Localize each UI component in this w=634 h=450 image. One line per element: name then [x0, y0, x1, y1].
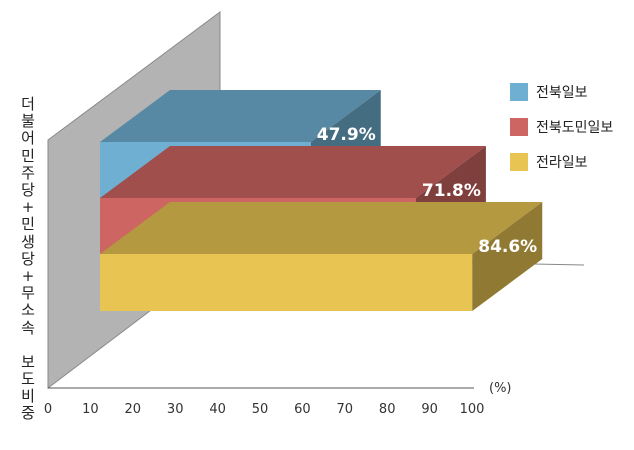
- bar-top-face: [100, 90, 381, 142]
- value-label: 84.6%: [478, 237, 537, 257]
- legend-swatch: [510, 153, 528, 171]
- bars: 47.9% 71.8% 84.6%: [100, 90, 543, 311]
- x-tick-label: 40: [209, 402, 226, 417]
- x-tick-label: 50: [252, 402, 269, 417]
- legend-item: 전라일보: [510, 152, 613, 172]
- value-label: 47.9%: [317, 125, 376, 145]
- x-tick-label: 0: [44, 402, 52, 417]
- x-tick-label: 90: [421, 402, 438, 417]
- legend-swatch: [510, 83, 528, 101]
- x-tick-label: 10: [82, 402, 99, 417]
- legend-label: 전북일보: [536, 85, 588, 101]
- x-tick-label: 80: [379, 402, 396, 417]
- x-tick-label: 100: [460, 402, 485, 417]
- bar-top-face: [100, 146, 486, 198]
- x-axis-unit: (%): [489, 381, 512, 396]
- legend-swatch: [510, 118, 528, 136]
- legend-label: 전북도민일보: [536, 120, 614, 136]
- legend-item: 전북일보: [510, 82, 613, 102]
- bar-top-face: [100, 202, 543, 254]
- legend-label: 전라일보: [536, 155, 588, 171]
- x-axis-ticks: 0 10 20 30 40 50 60 70 80 90 100: [44, 402, 485, 417]
- x-tick-label: 60: [294, 402, 311, 417]
- bar-front-face: [100, 254, 473, 311]
- legend-item: 전북도민일보: [510, 117, 613, 137]
- value-label: 71.8%: [422, 181, 481, 201]
- bar-3: [100, 202, 543, 311]
- x-tick-label: 30: [167, 402, 184, 417]
- x-tick-label: 70: [337, 402, 354, 417]
- bar-side-face: [472, 202, 543, 311]
- x-tick-label: 20: [125, 402, 142, 417]
